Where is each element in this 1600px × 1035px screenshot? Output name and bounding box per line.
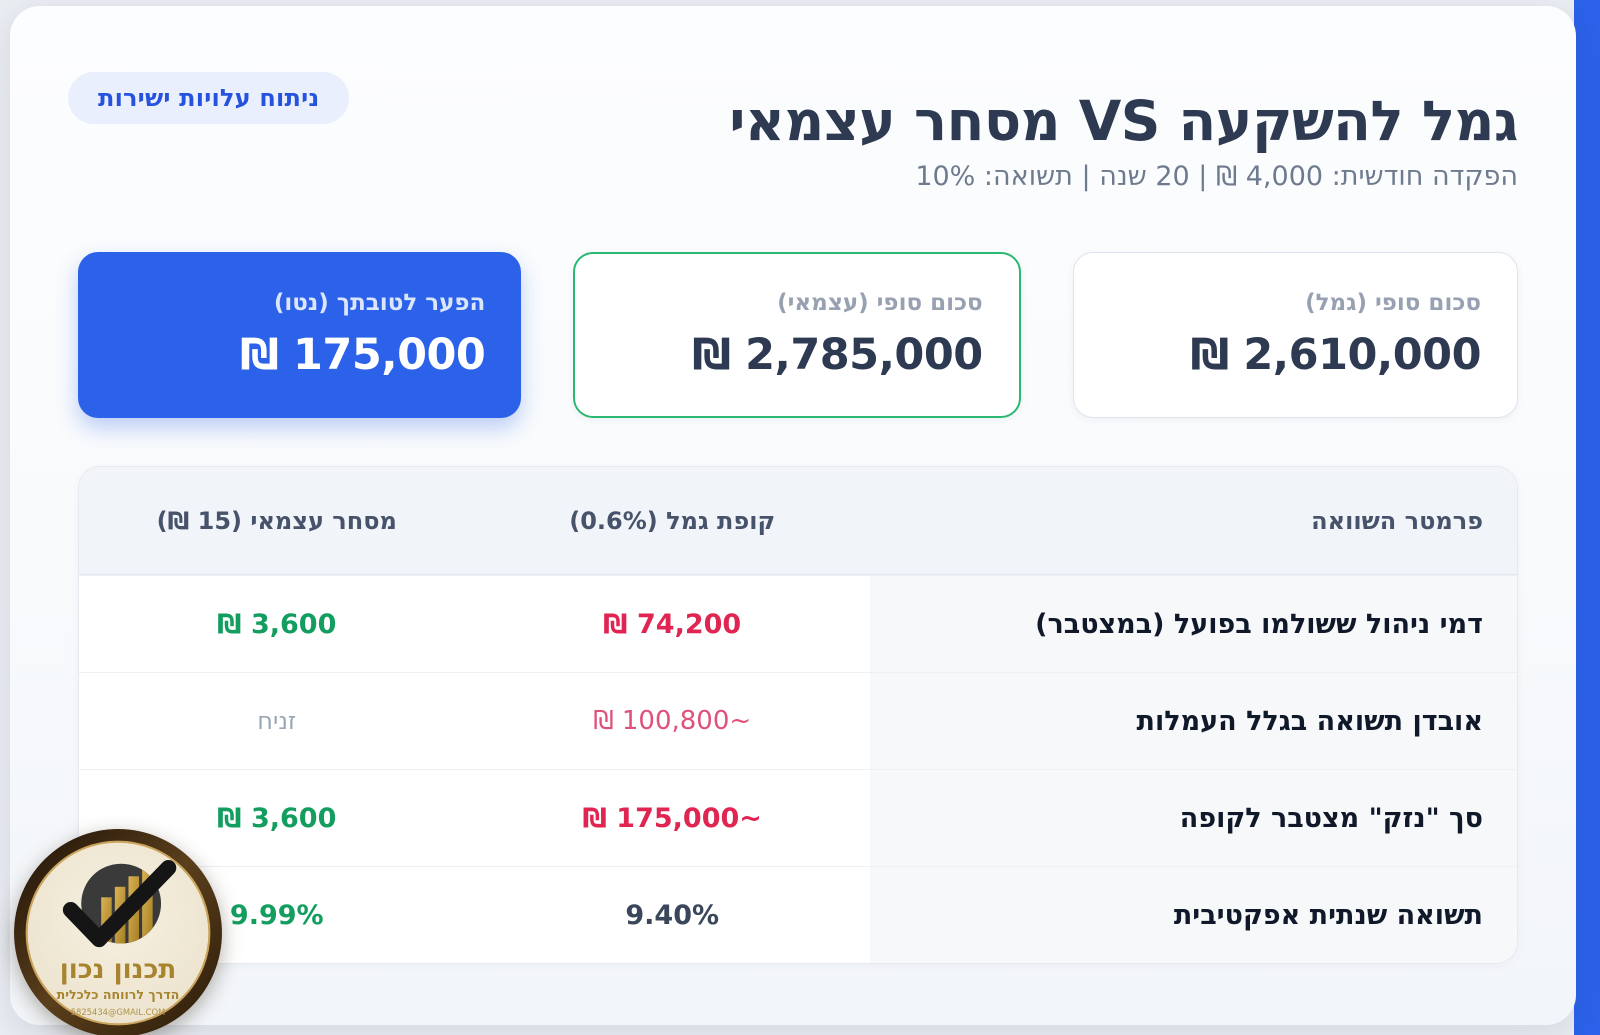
row-lost-return-label: אובדן תשואה בגלל העמלות <box>869 673 1517 769</box>
main-card: ניתוח עלויות ישירות גמל להשקעה VS מסחר ע… <box>10 6 1576 1025</box>
summary-card-gemel-value: 2,610,000 ₪ <box>1190 330 1482 380</box>
row-management-fees-gemel: 74,200 ₪ <box>603 608 742 640</box>
page-header: גמל להשקעה VS מסחר עצמאי הפקדה חודשית: 4… <box>410 89 1518 193</box>
right-accent-stripe <box>1574 0 1600 1035</box>
chart-checkmark-icon <box>62 860 177 948</box>
summary-card-atzmai-label: סכום סופי (עצמאי) <box>777 290 983 316</box>
page-title: גמל להשקעה VS מסחר עצמאי <box>729 89 1518 153</box>
table-row: אובדן תשואה בגלל העמלות ~100,800 ₪ זניח <box>79 672 1517 769</box>
row-effective-return-label: תשואה שנתית אפקטיבית <box>869 867 1517 963</box>
row-total-damage-atzmai: 3,600 ₪ <box>217 802 337 834</box>
summary-cards-row: סכום סופי (גמל) 2,610,000 ₪ סכום סופי (ע… <box>78 252 1518 418</box>
summary-card-atzmai: סכום סופי (עצמאי) 2,785,000 ₪ <box>573 252 1021 418</box>
header-gemel: קופת גמל (0.6%) <box>569 506 776 535</box>
row-total-damage-gemel: ~175,000 ₪ <box>582 802 762 834</box>
table-row: סך "נזק" מצטבר לקופה ~175,000 ₪ 3,600 ₪ <box>79 769 1517 866</box>
company-logo-seal: תכנון נכון הדרך לרווחה כלכלית 5825434@GM… <box>14 829 222 1035</box>
logo-name: תכנון נכון <box>60 955 177 985</box>
row-total-damage-label: סך "נזק" מצטבר לקופה <box>869 770 1517 866</box>
row-lost-return-atzmai: זניח <box>257 707 297 735</box>
summary-card-net-gap-value: 175,000 ₪ <box>240 330 486 380</box>
row-management-fees-atzmai: 3,600 ₪ <box>217 608 337 640</box>
header-parameter: פרמטר השוואה <box>1311 506 1483 535</box>
logo-email: 5825434@GMAIL.COM <box>71 1007 166 1017</box>
row-effective-return-gemel: 9.40% <box>625 899 720 931</box>
page-subtitle: הפקדה חודשית: 4,000 ₪ | 20 שנה | תשואה: … <box>915 161 1518 193</box>
summary-card-gemel: סכום סופי (גמל) 2,610,000 ₪ <box>1072 252 1518 418</box>
row-management-fees-label: דמי ניהול ששולמו בפועל (במצטבר) <box>869 576 1517 672</box>
row-lost-return-gemel: ~100,800 ₪ <box>593 706 752 736</box>
header-atzmai: מסחר עצמאי (15 ₪) <box>156 506 397 535</box>
table-row: דמי ניהול ששולמו בפועל (במצטבר) 74,200 ₪… <box>79 575 1517 672</box>
logo-tagline: הדרך לרווחה כלכלית <box>57 987 180 1002</box>
summary-card-net-gap: הפער לטובתך (נטו) 175,000 ₪ <box>78 252 522 418</box>
table-row: תשואה שנתית אפקטיבית 9.40% 9.99% <box>79 866 1517 963</box>
summary-card-atzmai-value: 2,785,000 ₪ <box>692 330 983 380</box>
analysis-type-badge: ניתוח עלויות ישירות <box>68 72 350 124</box>
row-effective-return-atzmai: 9.99% <box>229 899 324 931</box>
table-header-row: פרמטר השוואה קופת גמל (0.6%) מסחר עצמאי … <box>79 467 1517 575</box>
comparison-table: פרמטר השוואה קופת גמל (0.6%) מסחר עצמאי … <box>78 466 1518 964</box>
summary-card-net-gap-label: הפער לטובתך (נטו) <box>273 290 486 316</box>
summary-card-gemel-label: סכום סופי (גמל) <box>1305 290 1481 316</box>
